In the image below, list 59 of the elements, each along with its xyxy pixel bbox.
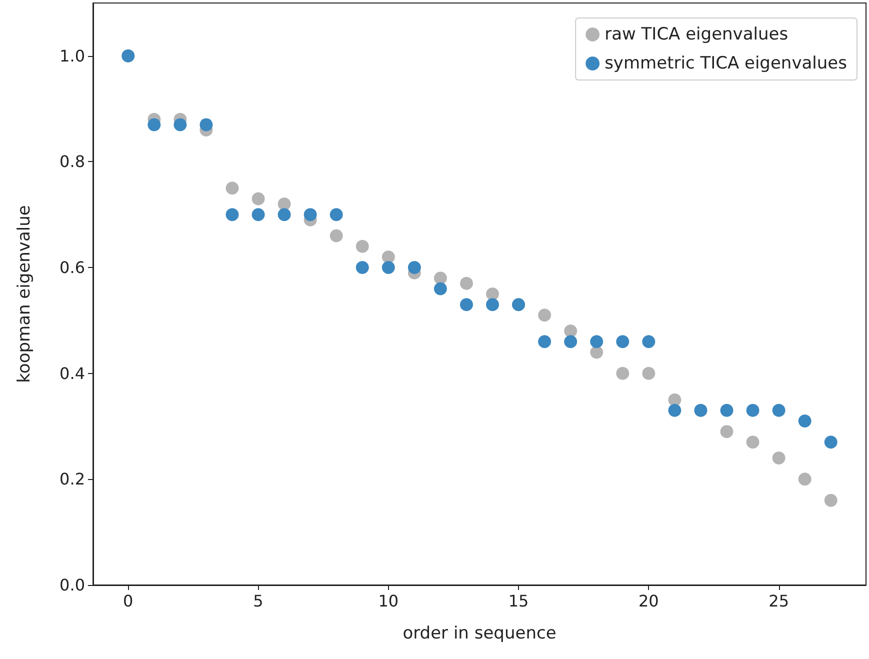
point: [564, 324, 578, 338]
point: [486, 288, 500, 300]
point: [538, 335, 552, 348]
point: [824, 436, 838, 449]
point: [720, 404, 734, 417]
point: [798, 414, 812, 428]
x-tick-label: 20: [638, 592, 659, 610]
point: [356, 240, 369, 253]
y-axis-title: koopman eigenvalue: [14, 205, 34, 383]
point: [616, 366, 630, 380]
y-tick-label: 1.0: [60, 46, 85, 66]
point: [668, 404, 682, 417]
point: [252, 208, 265, 222]
point: [278, 198, 291, 211]
point: [382, 250, 395, 264]
y-tick-label: 0.8: [60, 152, 85, 172]
point: [720, 425, 734, 438]
point: [824, 494, 838, 507]
point: [642, 366, 656, 380]
point: [616, 335, 630, 348]
point: [746, 404, 760, 417]
x-tick-label: 5: [253, 592, 264, 610]
point: [252, 192, 265, 206]
point: [434, 282, 447, 296]
point: [200, 118, 213, 132]
point: [642, 335, 656, 348]
y-tick-label: 0.6: [60, 258, 85, 278]
point: [174, 118, 187, 132]
x-tick-label: 0: [123, 592, 134, 610]
point: [226, 208, 239, 222]
point: [564, 335, 578, 348]
x-tick-label: 10: [378, 592, 399, 610]
legend-label: raw TICA eigenvalues: [604, 24, 788, 44]
point: [382, 261, 395, 274]
point: [486, 298, 500, 312]
point: [356, 261, 369, 274]
point: [304, 208, 317, 222]
point: [330, 229, 343, 242]
point: [278, 208, 291, 222]
y-tick-label: 0.0: [60, 576, 85, 594]
point: [746, 436, 760, 449]
point: [798, 472, 812, 486]
x-axis-title: order in sequence: [402, 624, 556, 644]
legend-label: symmetric TICA eigenvalues: [604, 54, 848, 74]
point: [330, 208, 343, 222]
point: [590, 335, 604, 348]
point: [460, 276, 473, 290]
point: [226, 182, 239, 195]
x-tick-label: 25: [768, 592, 789, 610]
y-tick-label: 0.4: [60, 364, 85, 383]
point: [460, 298, 473, 312]
point: [408, 261, 421, 274]
point: [538, 308, 552, 322]
point: [772, 452, 786, 465]
point: [434, 272, 447, 285]
point: [148, 118, 161, 132]
x-tick-label: 15: [508, 592, 529, 610]
point: [772, 404, 786, 417]
y-tick-label: 0.2: [60, 470, 85, 489]
